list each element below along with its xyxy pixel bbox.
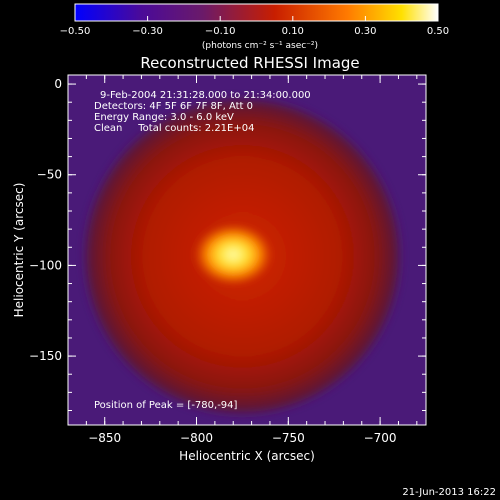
annotation-counts: Clean Total counts: 2.21E+04 [94,123,254,134]
y-axis: 0 −50 −100 −150 [29,77,426,411]
y-tick-label: −150 [29,349,62,363]
x-axis-label: Heliocentric X (arcsec) [179,449,315,463]
annotation-block: 9-Feb-2004 21:31:28.000 to 21:34:00.000 … [94,90,311,411]
annotation-time-range: 9-Feb-2004 21:31:28.000 to 21:34:00.000 [100,90,311,101]
x-tick-label: −850 [88,431,121,445]
colorbar-tick-label: −0.10 [205,26,236,37]
heatmap-image [80,94,404,418]
plot-frame [67,74,427,426]
colorbar-tick-label: −0.30 [132,26,163,37]
x-tick-label: −800 [180,431,213,445]
plot-area: −850 −800 −750 −700 0 −50 −100 −150 [29,74,427,445]
colorbar: −0.50 −0.30 −0.10 0.10 0.30 0.50 (photons cm⁻… [60,3,449,51]
chart-title: Reconstructed RHESSI Image [140,54,359,72]
colorbar-tick-label: −0.50 [60,26,91,37]
annotation-detectors: Detectors: 4F 5F 6F 7F 8F, Att 0 [94,101,253,112]
colorbar-gradient [74,3,439,22]
colorbar-tick-label: 0.30 [354,26,376,37]
y-tick-label: 0 [54,77,62,91]
x-tick-label: −750 [272,431,305,445]
colorbar-tick-label: 0.10 [282,26,304,37]
annotation-energy-range: Energy Range: 3.0 - 6.0 keV [94,112,234,123]
footer-date: 21-Jun-2013 16:22 [402,487,496,498]
y-tick-label: −100 [29,258,62,272]
colorbar-ticks: −0.50 −0.30 −0.10 0.10 0.30 0.50 [60,16,449,37]
y-axis-label: Heliocentric Y (arcsec) [12,183,26,318]
colorbar-unit-label: (photons cm⁻² s⁻¹ asec⁻²) [202,41,318,51]
x-axis: −850 −800 −750 −700 [67,75,418,445]
colorbar-tick-label: 0.50 [427,26,449,37]
annotation-peak-position: Position of Peak = [-780,-94] [94,400,238,411]
x-tick-label: −700 [364,431,397,445]
heatmap-peak [192,223,274,286]
y-tick-label: −50 [37,168,62,182]
